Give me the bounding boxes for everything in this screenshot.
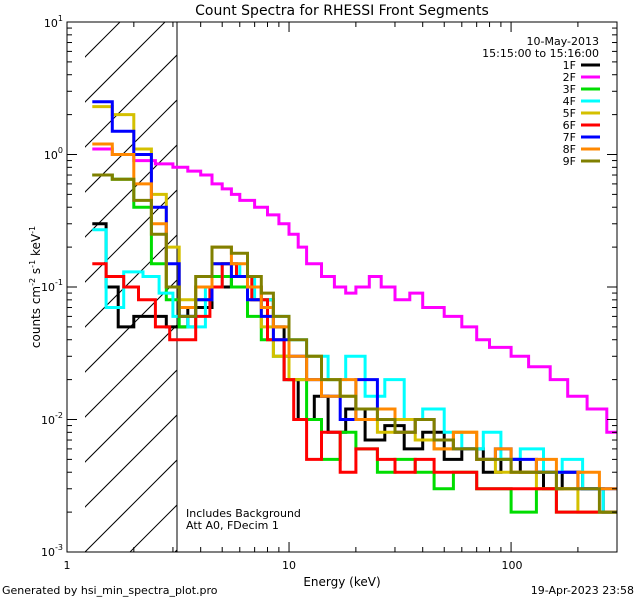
legend-label: 5F [563,107,576,120]
y-tick-label: 10-2 [41,411,63,427]
hatch-line [220,0,640,552]
y-axis-label: counts cm-2 s-1 keV-1 [28,226,43,348]
y-tick-label: 10-1 [41,278,63,294]
hatch-line [0,0,100,552]
series-line-6f [92,262,617,514]
hatch-line [85,22,166,103]
legend-label: 8F [563,143,576,156]
hatch-line [310,0,640,552]
legend-label: 9F [563,155,576,168]
x-tick-label: 1 [64,559,71,572]
bottom-annotation: Includes Background Att A0, FDecim 1 [186,507,301,532]
background-note: Includes Background [186,507,301,520]
observation-date: 10-May-2013 [527,35,599,48]
hatch-line [85,144,177,238]
hatch-line [355,0,640,552]
hatch-line [0,0,55,552]
legend-label: 3F [563,83,576,96]
hatch-line [85,99,177,193]
legend-label: 1F [563,59,576,72]
y-tick-label: 10-3 [41,543,63,559]
hatch-line [535,0,640,552]
series-line-2f [92,147,617,434]
hatch-line [85,324,177,418]
y-tick-label: 101 [44,14,63,30]
hatch-line [625,0,640,552]
x-tick-label: 100 [502,559,523,572]
series-line-7f [92,100,617,491]
excluded-energy-hatch [0,0,640,552]
hatch-line [85,22,121,58]
y-tick-label: 100 [44,146,63,162]
hatch-line [85,369,177,463]
legend-label: 7F [563,131,576,144]
chart-title: Count Spectra for RHESSI Front Segments [195,3,489,19]
hatch-line [0,0,10,552]
hatch-line [85,414,177,508]
observation-time-range: 15:15:00 to 15:16:00 [482,47,599,60]
hatch-line [85,234,177,328]
series-line-9f [92,173,617,514]
legend-label: 6F [563,119,576,132]
attenuator-note: Att A0, FDecim 1 [186,519,279,532]
hatch-line [85,189,177,283]
top-right-annotation: 10-May-2013 15:15:00 to 15:16:00 [482,35,599,60]
y-axis-tick-labels: 10-3 10-2 10-1 100 101 [41,14,63,559]
x-axis-tick-labels: 1 10 100 [64,559,523,572]
footer-generated-by: Generated by hsi_min_spectra_plot.pro [2,584,218,597]
x-axis-label: Energy (keV) [303,575,380,589]
x-tick-label: 10 [282,559,296,572]
legend-label: 4F [563,95,576,108]
legend-label: 2F [563,71,576,84]
footer-timestamp: 19-Apr-2023 23:58 [530,584,634,597]
axis-ticks [66,21,618,553]
hatch-line [580,0,640,552]
